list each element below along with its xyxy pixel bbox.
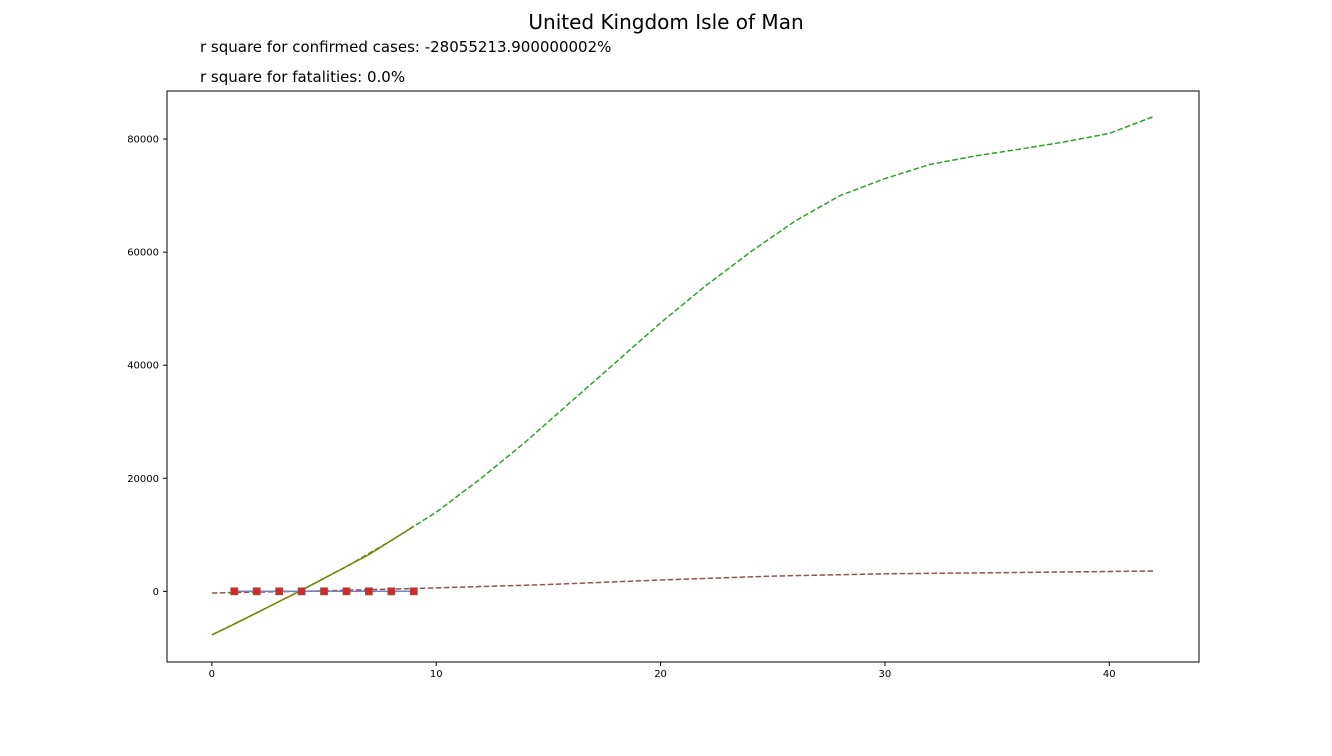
y-tick-label: 40000 [127, 361, 159, 372]
data-point-marker [252, 587, 261, 596]
data-point-marker [275, 587, 284, 596]
data-point-marker [230, 587, 239, 596]
data-point-marker [342, 587, 351, 596]
series-layer [211, 115, 1155, 636]
r-square-confirmed-label: r square for confirmed cases: -28055213.… [200, 38, 612, 56]
x-tick-label: 30 [879, 669, 892, 680]
chart-title: United Kingdom Isle of Man [528, 10, 804, 34]
y-tick-label: 20000 [127, 474, 159, 485]
y-tick-label: 60000 [127, 248, 159, 259]
x-tick-label: 10 [430, 669, 443, 680]
plot-frame [166, 90, 1200, 663]
data-point-marker [297, 587, 306, 596]
y-tick-label: 80000 [127, 135, 159, 146]
x-tick-label: 40 [1103, 669, 1116, 680]
y-tick-label: 0 [153, 587, 159, 598]
series-line-0 [211, 115, 1155, 636]
r-square-fatalities-label: r square for fatalities: 0.0% [200, 68, 406, 86]
data-point-marker [365, 587, 373, 596]
series-line-2 [211, 570, 1155, 594]
series-line-1 [211, 525, 415, 636]
x-tick-label: 20 [654, 669, 667, 680]
axes-layer: 0 10 20 30 40 0 20000 40000 60000 80000 [127, 90, 1200, 680]
data-point-marker [387, 587, 396, 596]
data-point-marker [409, 587, 418, 596]
x-tick-label: 0 [209, 669, 215, 680]
data-point-marker [320, 587, 328, 596]
